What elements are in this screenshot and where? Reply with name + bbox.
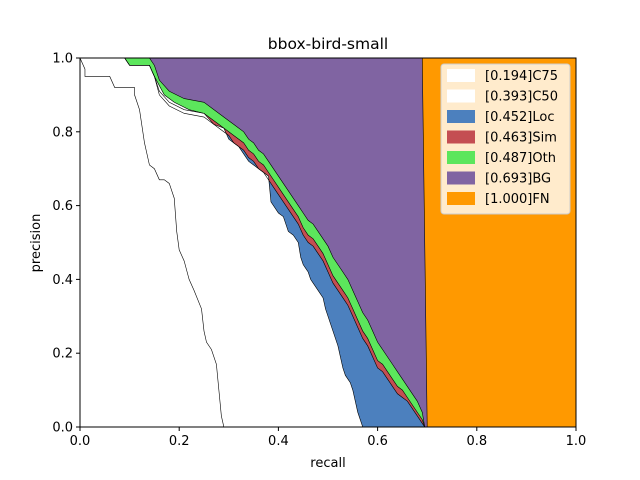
- curve-line-3: [80, 58, 426, 427]
- legend-label: [0.487]Oth: [485, 151, 556, 166]
- curve-line-1: [80, 58, 364, 427]
- y-tick-label: 0.4: [52, 273, 73, 288]
- x-tick-label: 0.0: [70, 434, 91, 449]
- legend-swatch: [447, 89, 475, 103]
- legend: [0.194]C75 [0.393]C50 [0.452]Loc [0.463]Sim…: [440, 63, 571, 215]
- legend-label: [1.000]FN: [485, 192, 550, 207]
- legend-swatch: [447, 151, 475, 164]
- x-axis-label: recall: [310, 456, 345, 471]
- x-tick-label: 0.2: [169, 434, 190, 449]
- legend-swatch: [447, 110, 475, 123]
- legend-label: [0.693]BG: [485, 172, 551, 187]
- x-tick-label: 0.4: [268, 434, 289, 449]
- legend-label: [0.463]Sim: [485, 131, 557, 146]
- y-axis-ticks: 0.0 0.2 0.4 0.6 0.8 1.0: [52, 52, 80, 436]
- curve-line-5: [80, 58, 428, 427]
- y-tick-label: 0.6: [52, 199, 73, 214]
- curve-line-4: [80, 58, 426, 427]
- curve-lines: [80, 58, 576, 427]
- legend-swatch: [447, 130, 475, 144]
- y-tick-label: 0.0: [52, 421, 73, 436]
- x-axis-ticks: 0.0 0.2 0.4 0.6 0.8 1.0: [70, 427, 587, 449]
- legend-label: [0.194]C75: [485, 69, 558, 84]
- legend-label: [0.452]Loc: [485, 110, 554, 125]
- x-tick-label: 1.0: [566, 434, 587, 449]
- y-tick-label: 0.2: [52, 347, 73, 362]
- curve-line-0: [80, 58, 225, 427]
- legend-swatch: [447, 192, 475, 205]
- x-tick-label: 0.6: [367, 434, 388, 449]
- y-tick-label: 1.0: [52, 52, 73, 67]
- y-tick-label: 0.8: [52, 125, 73, 140]
- legend-swatch: [447, 69, 475, 82]
- area-0: [80, 58, 224, 427]
- plot-frame: [79, 57, 577, 428]
- curve-line-2: [80, 58, 425, 427]
- y-axis-label: precision: [29, 214, 44, 273]
- legend-label: [0.393]C50: [485, 90, 558, 105]
- x-tick-label: 0.8: [466, 434, 487, 449]
- chart-title: bbox-bird-small: [268, 35, 388, 53]
- legend-swatch: [447, 171, 475, 185]
